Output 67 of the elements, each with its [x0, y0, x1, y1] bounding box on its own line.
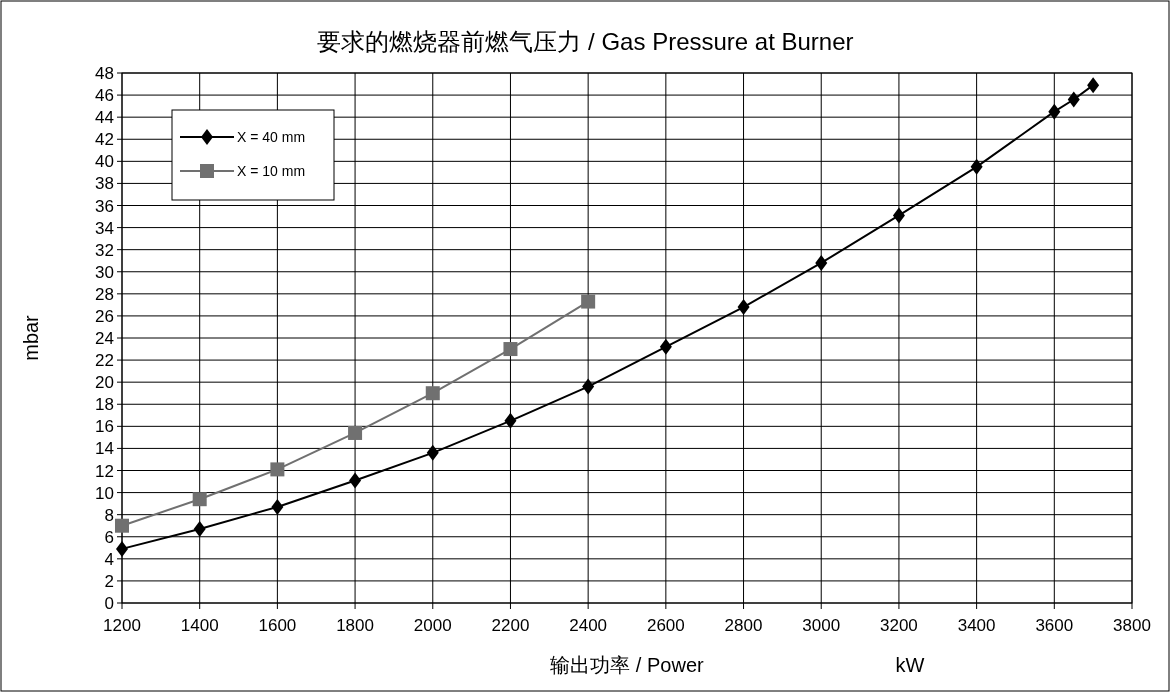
- y-tick-label: 48: [95, 64, 114, 83]
- y-tick-label: 14: [95, 439, 114, 459]
- y-tick-label: 4: [104, 549, 114, 569]
- point: [116, 540, 128, 557]
- x-tick-label: 1400: [180, 616, 219, 635]
- point: [192, 492, 207, 507]
- point: [193, 521, 206, 538]
- y-tick-label: 44: [95, 108, 114, 128]
- y-tick-label: 42: [95, 130, 114, 150]
- point: [659, 338, 672, 355]
- y-tick-label: 38: [95, 174, 114, 194]
- point: [503, 342, 518, 357]
- y-tick-label: 36: [95, 196, 114, 216]
- x-tick-label: 3600: [1035, 616, 1074, 635]
- point: [815, 254, 828, 271]
- y-tick-label: 32: [95, 240, 114, 260]
- x-tick-label: 2800: [724, 616, 763, 635]
- point: [115, 518, 129, 533]
- point: [581, 294, 596, 309]
- x-tick-label: 3400: [957, 616, 996, 635]
- y-tick-label: 20: [95, 373, 114, 393]
- y-tick-label: 24: [95, 329, 114, 348]
- point: [348, 425, 363, 440]
- point: [1048, 103, 1061, 120]
- point: [1087, 77, 1100, 94]
- x-axis-title: 输出功率 / Power: [550, 654, 705, 676]
- x-tick-label: 3800: [1113, 616, 1151, 635]
- chart-title: 要求的燃烧器前燃气压力 / Gas Pressure at Burner: [317, 28, 854, 55]
- point: [582, 378, 595, 395]
- y-tick-label: 28: [95, 284, 114, 304]
- x-tick-label: 1200: [103, 616, 141, 635]
- x-tick-label: 2000: [413, 616, 452, 635]
- y-tick-label: 46: [95, 86, 114, 106]
- y-tick-label: 0: [104, 594, 114, 613]
- y-tick-label: 40: [95, 152, 114, 172]
- y-tick-label: 8: [104, 505, 114, 525]
- point: [892, 207, 905, 224]
- point: [426, 444, 439, 461]
- x-tick-label: 2400: [569, 616, 608, 635]
- text: kW: [895, 654, 925, 676]
- x-tick-label: 3200: [880, 616, 918, 635]
- point: [737, 299, 750, 316]
- x-tick-label: 1600: [258, 616, 297, 635]
- point: [504, 412, 517, 429]
- y-tick-label: 22: [95, 351, 114, 371]
- x-tick-label: 3000: [802, 616, 841, 635]
- y-tick-label: 18: [95, 395, 114, 415]
- y-tick-label: 34: [95, 218, 114, 238]
- point: [270, 462, 285, 477]
- point: [1067, 91, 1080, 108]
- y-tick-label: 26: [95, 306, 114, 326]
- y-axis-title: mbar: [20, 314, 42, 361]
- point: [271, 498, 284, 515]
- x-tick-label: 2600: [646, 616, 685, 635]
- y-tick-label: 16: [95, 417, 114, 437]
- legend-label: X = 10 mm: [237, 163, 306, 179]
- point: [425, 386, 440, 401]
- y-tick-label: 10: [95, 483, 114, 503]
- point: [349, 472, 362, 489]
- point: [970, 158, 983, 175]
- y-tick-label: 6: [104, 527, 114, 547]
- x-tick-label: 2200: [491, 616, 530, 635]
- legend-label: X = 40 mm: [237, 129, 306, 145]
- y-tick-label: 30: [95, 262, 114, 282]
- y-tick-label: 2: [104, 571, 114, 591]
- y-tick-label: 12: [95, 461, 114, 481]
- x-tick-label: 1800: [336, 616, 374, 635]
